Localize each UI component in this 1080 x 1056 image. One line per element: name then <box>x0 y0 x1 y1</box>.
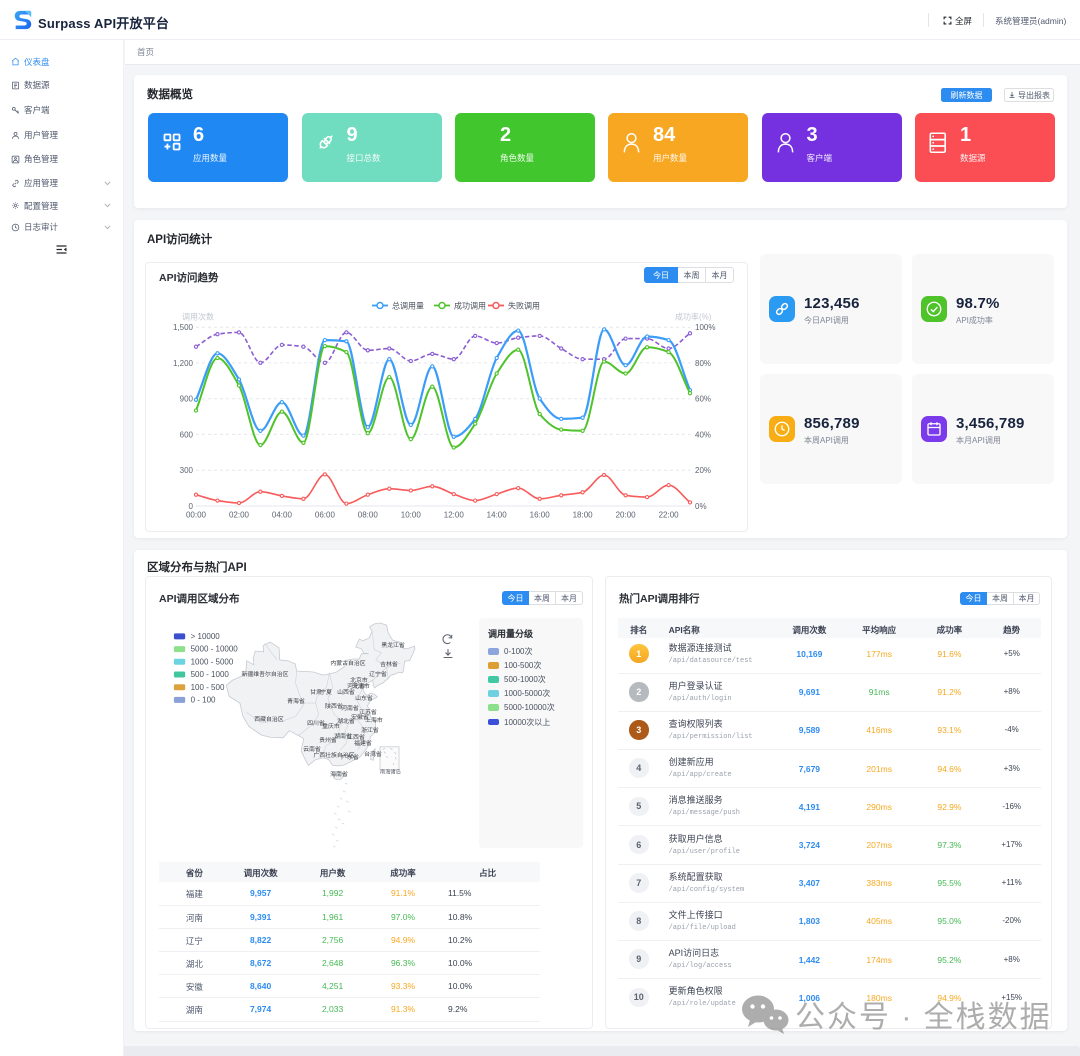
svg-text:20:00: 20:00 <box>616 511 637 520</box>
svg-text:安徽省: 安徽省 <box>351 713 369 721</box>
svg-text:10:00: 10:00 <box>401 511 422 520</box>
svg-text:1,500: 1,500 <box>173 323 194 332</box>
svg-text:广东省: 广东省 <box>341 753 359 761</box>
svg-text:重庆市: 重庆市 <box>322 722 340 730</box>
svg-text:广西壮族自治区: 广西壮族自治区 <box>313 751 354 759</box>
svg-text:100%: 100% <box>695 323 715 332</box>
svg-text:5000 - 10000: 5000 - 10000 <box>191 645 239 654</box>
svg-text:80%: 80% <box>695 359 711 368</box>
svg-text:黑龙江省: 黑龙江省 <box>381 641 405 649</box>
svg-text:福建省: 福建省 <box>354 739 372 747</box>
svg-text:云南省: 云南省 <box>303 745 321 753</box>
svg-text:上海市: 上海市 <box>365 716 383 724</box>
svg-text:20%: 20% <box>695 466 711 475</box>
svg-text:成功率(%): 成功率(%) <box>675 312 712 322</box>
svg-text:新疆维吾尔自治区: 新疆维吾尔自治区 <box>241 670 288 678</box>
svg-text:失败调用: 失败调用 <box>508 300 540 310</box>
svg-text:内蒙古自治区: 内蒙古自治区 <box>330 659 365 667</box>
svg-text:辽宁省: 辽宁省 <box>369 670 387 678</box>
svg-text:300: 300 <box>180 466 194 475</box>
svg-text:04:00: 04:00 <box>272 511 293 520</box>
svg-text:1,200: 1,200 <box>173 359 194 368</box>
svg-text:18:00: 18:00 <box>573 511 594 520</box>
svg-text:南海诸岛: 南海诸岛 <box>380 768 401 776</box>
svg-text:总调用量: 总调用量 <box>392 300 424 310</box>
svg-text:40%: 40% <box>695 430 711 439</box>
svg-text:西藏自治区: 西藏自治区 <box>254 715 284 723</box>
svg-text:湖北省: 湖北省 <box>337 717 355 725</box>
svg-text:08:00: 08:00 <box>358 511 379 520</box>
svg-text:甘肃: 甘肃 <box>310 688 322 696</box>
svg-text:0: 0 <box>189 502 194 511</box>
svg-text:山东省: 山东省 <box>355 694 373 702</box>
svg-text:60%: 60% <box>695 395 711 404</box>
svg-text:0 - 100: 0 - 100 <box>191 696 216 705</box>
svg-text:02:00: 02:00 <box>229 511 250 520</box>
svg-text:900: 900 <box>180 395 194 404</box>
svg-text:海南省: 海南省 <box>330 770 348 778</box>
svg-text:12:00: 12:00 <box>444 511 465 520</box>
svg-text:600: 600 <box>180 430 194 439</box>
svg-text:100 - 500: 100 - 500 <box>191 683 225 692</box>
svg-text:22:00: 22:00 <box>659 511 680 520</box>
svg-text:> 10000: > 10000 <box>191 632 221 641</box>
svg-text:四川省: 四川省 <box>307 719 325 727</box>
svg-text:贵州省: 贵州省 <box>319 736 337 744</box>
svg-text:湖南省: 湖南省 <box>334 732 352 740</box>
svg-text:调用次数: 调用次数 <box>182 312 214 322</box>
svg-text:河北省: 河北省 <box>347 682 365 690</box>
svg-text:500 - 1000: 500 - 1000 <box>191 670 230 679</box>
svg-text:浙江省: 浙江省 <box>361 726 379 734</box>
svg-text:北京市: 北京市 <box>350 676 368 684</box>
svg-text:天津市: 天津市 <box>352 682 370 690</box>
svg-text:宁夏: 宁夏 <box>320 688 332 696</box>
svg-text:青海省: 青海省 <box>287 697 305 705</box>
svg-text:台湾省: 台湾省 <box>364 750 382 758</box>
svg-text:06:00: 06:00 <box>315 511 336 520</box>
svg-text:成功调用: 成功调用 <box>454 300 486 310</box>
svg-text:吉林省: 吉林省 <box>380 660 398 668</box>
svg-text:河南省: 河南省 <box>341 704 359 712</box>
svg-text:陕西省: 陕西省 <box>325 702 343 710</box>
svg-text:0%: 0% <box>695 502 707 511</box>
svg-text:山西省: 山西省 <box>337 688 355 696</box>
svg-text:江西省: 江西省 <box>347 733 365 741</box>
svg-text:江苏省: 江苏省 <box>359 708 377 716</box>
svg-text:16:00: 16:00 <box>530 511 551 520</box>
svg-text:14:00: 14:00 <box>487 511 508 520</box>
svg-text:00:00: 00:00 <box>186 511 207 520</box>
svg-text:1000 - 5000: 1000 - 5000 <box>191 657 234 666</box>
